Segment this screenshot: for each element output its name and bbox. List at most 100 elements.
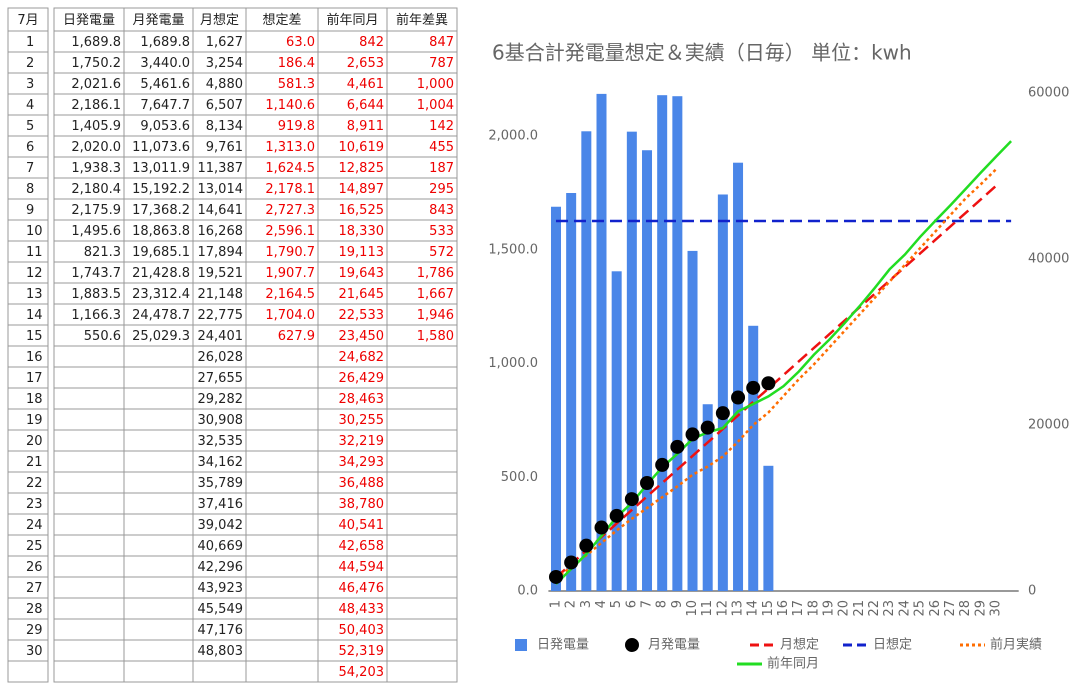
table-text: 36,488 [339,476,385,491]
table-text: 24,401 [198,329,244,344]
table-text: 295 [429,182,454,197]
x-tick-label: 9 [670,600,685,608]
table-cell [386,639,458,662]
table-text: 6,644 [347,98,384,113]
table-cell [245,555,319,578]
x-tick-label: 28 [958,600,973,617]
table-cell [53,513,125,536]
y-tick-label: 500.0 [501,470,538,485]
table-text: 35,789 [198,476,244,491]
table-text: 37,416 [198,497,244,512]
table-text: 43,923 [198,581,244,596]
table-cell [245,597,319,620]
table-text: 2,164.5 [265,287,315,302]
table-cell [386,366,458,389]
table-cell [245,429,319,452]
table-text: 4 [26,98,34,113]
marker [685,427,700,442]
marker [564,555,579,570]
table-text: 47,176 [198,623,244,638]
table-text: 550.6 [84,329,121,344]
table-text: 48,433 [339,602,385,617]
table-text: 2,175.9 [71,203,121,218]
table-cell [245,345,319,368]
table-header: 7月 [17,13,38,28]
table-text: 34,162 [198,455,244,470]
table-text: 1,786 [417,266,454,281]
table-cell [386,408,458,431]
marker [579,538,594,553]
table-cell [386,471,458,494]
table-text: 627.9 [278,329,315,344]
table-cell [386,618,458,641]
table-cell [245,387,319,410]
table-cell [53,345,125,368]
table-cell [123,534,194,557]
bar [657,95,668,591]
table-text: 455 [429,140,454,155]
table-cell [386,555,458,578]
table-cell [123,471,194,494]
line [555,185,997,579]
table-text: 1,667 [417,287,454,302]
table-cell [386,429,458,452]
table-cell [386,513,458,536]
table-text: 32,535 [198,434,244,449]
table-text: 2,653 [347,56,384,71]
bar [611,271,622,591]
table-text: 15 [26,329,43,344]
bar [687,250,698,591]
table-text: 14 [26,308,43,323]
table-cell [386,450,458,473]
table-header: 月想定 [200,12,239,28]
table-cell [245,450,319,473]
table-text: 26,028 [198,350,244,365]
table-text: 34,293 [339,455,385,470]
y2-tick-label: 40000 [1028,252,1069,267]
table-text: 42,296 [198,560,244,575]
table-cell [53,429,125,452]
table-text: 2,021.6 [71,77,121,92]
table-cell [53,408,125,431]
marker [548,569,563,584]
table-text: 46,476 [339,581,385,596]
table-text: 42,658 [339,539,385,554]
table-cell [245,492,319,515]
table-text: 6,507 [206,98,243,113]
table-text: 40,669 [198,539,244,554]
marker [670,439,685,454]
legend-label: 日想定 [873,637,912,653]
table-text: 533 [429,224,454,239]
chart-title: 6基合計発電量想定＆実績（日毎） 単位：kwh [492,41,912,65]
table-text: 12,825 [339,161,385,176]
table-cell [245,534,319,557]
table-text: 25 [26,539,43,554]
table-text: 12 [26,266,43,281]
table-cell [53,597,125,620]
table-text: 1,689.8 [71,35,121,50]
table-text: 18,330 [339,224,385,239]
table-text: 4,461 [347,77,384,92]
x-tick-label: 22 [867,600,882,617]
table-text: 30 [26,644,43,659]
table-cell [53,639,125,662]
table-text: 1,907.7 [265,266,315,281]
marker [731,390,746,405]
table-header: 想定差 [262,12,301,28]
table-cell [123,429,194,452]
table-text: 21 [26,455,43,470]
table-text: 2,178.1 [265,182,315,197]
table-text: 52,319 [339,644,385,659]
table-text: 1,495.6 [71,224,121,239]
table-text: 3,254 [206,56,243,71]
marker [700,420,715,435]
table-text: 10 [26,224,43,239]
table-text: 19 [26,413,43,428]
table-text: 23,312.4 [132,287,190,302]
table-text: 6 [26,140,34,155]
legend-label: 月想定 [780,637,819,653]
table-text: 19,685.1 [132,245,190,260]
table-cell [245,408,319,431]
table-text: 1,004 [417,98,454,113]
